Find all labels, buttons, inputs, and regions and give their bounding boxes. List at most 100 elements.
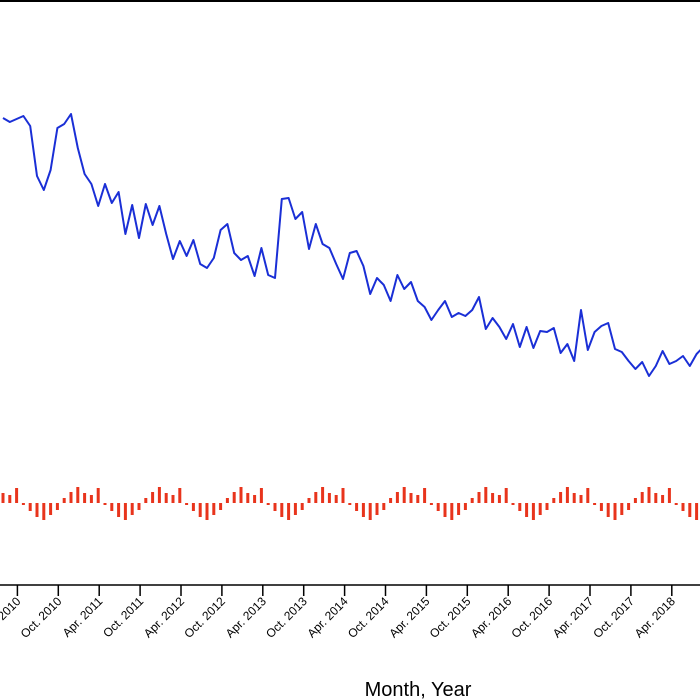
seasonal-bar <box>674 503 678 505</box>
seasonal-bar <box>144 498 148 503</box>
seasonal-bar <box>545 503 549 510</box>
x-tick-label: Oct. 2010 <box>18 594 65 641</box>
seasonal-bar <box>15 488 19 503</box>
seasonal-bar <box>69 492 73 503</box>
seasonal-bar <box>300 503 304 510</box>
x-axis-title: Month, Year <box>365 679 472 700</box>
seasonal-bar <box>293 503 297 515</box>
seasonal-bar <box>21 503 25 505</box>
seasonal-bar <box>395 492 399 503</box>
seasonal-bar <box>355 503 359 511</box>
seasonal-bar <box>382 503 386 510</box>
seasonal-bar <box>42 503 46 520</box>
seasonal-bar <box>83 493 87 503</box>
x-tick-label: Apr. 2014 <box>304 594 350 640</box>
seasonal-bar <box>402 487 406 503</box>
seasonal-bar <box>123 503 127 520</box>
seasonal-bar <box>307 498 311 503</box>
seasonal-bar <box>314 492 318 503</box>
x-tick-label: Oct. 2014 <box>345 594 392 641</box>
seasonal-bar <box>232 492 236 503</box>
x-tick-label: Apr. 2016 <box>468 594 514 640</box>
seasonal-bar <box>620 503 624 515</box>
x-tick-label: Oct. 2016 <box>509 594 556 641</box>
seasonal-bar <box>164 493 168 503</box>
seasonal-bar <box>76 487 80 503</box>
seasonal-bar <box>49 503 53 515</box>
seasonal-bar <box>198 503 202 517</box>
seasonal-component-bars <box>1 487 699 520</box>
seasonal-bar <box>518 503 522 511</box>
seasonal-bar <box>450 503 454 520</box>
seasonal-bar <box>579 495 583 503</box>
seasonal-bar <box>531 503 535 520</box>
seasonal-bar <box>266 503 270 505</box>
seasonal-bar <box>246 493 250 503</box>
x-tick-label: Apr. 2011 <box>60 594 106 640</box>
seasonal-bar <box>117 503 121 517</box>
seasonal-bar <box>436 503 440 511</box>
seasonal-bar <box>348 503 352 505</box>
seasonal-bar <box>55 503 59 510</box>
x-tick-label: Apr. 2015 <box>386 594 432 640</box>
seasonal-bar <box>538 503 542 515</box>
seasonal-bar <box>667 488 671 503</box>
seasonal-bar <box>137 503 141 510</box>
seasonal-bar <box>253 495 257 503</box>
seasonal-bar <box>185 503 189 505</box>
seasonal-bar <box>463 503 467 510</box>
series-line-trend <box>2 113 700 377</box>
seasonal-bar <box>205 503 209 520</box>
seasonal-bar <box>327 493 331 503</box>
seasonal-bar <box>273 503 277 511</box>
seasonal-bar <box>212 503 216 515</box>
seasonal-bar <box>695 503 699 520</box>
x-tick-label: Oct. 2015 <box>427 594 474 641</box>
x-tick-label: Apr. 2012 <box>141 594 187 640</box>
seasonal-bar <box>191 503 195 511</box>
seasonal-bar <box>552 498 556 503</box>
seasonal-bar <box>225 498 229 503</box>
seasonal-bar <box>586 488 590 503</box>
x-tick-label: Oct. 2011 <box>100 594 146 640</box>
x-tick-label: Oct. 2017 <box>590 594 637 641</box>
seasonal-bar <box>572 493 576 503</box>
seasonal-bar <box>484 487 488 503</box>
seasonal-bar <box>470 498 474 503</box>
x-tick-label: Apr. 2017 <box>550 594 596 640</box>
seasonal-bar <box>89 495 93 503</box>
seasonal-bar <box>35 503 39 517</box>
seasonal-bar <box>647 487 651 503</box>
seasonal-bar <box>423 488 427 503</box>
x-tick-label: Apr. 2013 <box>223 594 269 640</box>
seasonal-bar <box>96 488 100 503</box>
seasonal-bar <box>389 498 393 503</box>
seasonal-bar <box>259 488 263 503</box>
seasonal-bar <box>287 503 291 520</box>
seasonal-bar <box>688 503 692 517</box>
seasonal-bar <box>368 503 372 520</box>
seasonal-bar <box>633 498 637 503</box>
seasonal-bar <box>361 503 365 517</box>
seasonal-bar <box>130 503 134 515</box>
x-tick-label: Apr. 2018 <box>632 594 678 640</box>
seasonal-bar <box>416 495 420 503</box>
seasonal-bar <box>613 503 617 520</box>
seasonal-bar <box>151 492 155 503</box>
seasonal-bar <box>321 487 325 503</box>
seasonal-bar <box>375 503 379 515</box>
seasonal-bar <box>504 488 508 503</box>
seasonal-bar <box>559 492 563 503</box>
seasonal-bar <box>497 495 501 503</box>
seasonal-bar <box>239 487 243 503</box>
seasonal-bar <box>640 492 644 503</box>
x-tick-label: Oct. 2013 <box>263 594 310 641</box>
seasonal-bar <box>62 498 66 503</box>
seasonal-bar <box>28 503 32 511</box>
seasonal-bar <box>443 503 447 517</box>
seasonal-bar <box>1 493 5 503</box>
seasonal-bar <box>341 488 345 503</box>
seasonal-bar <box>171 495 175 503</box>
seasonal-bar <box>599 503 603 511</box>
